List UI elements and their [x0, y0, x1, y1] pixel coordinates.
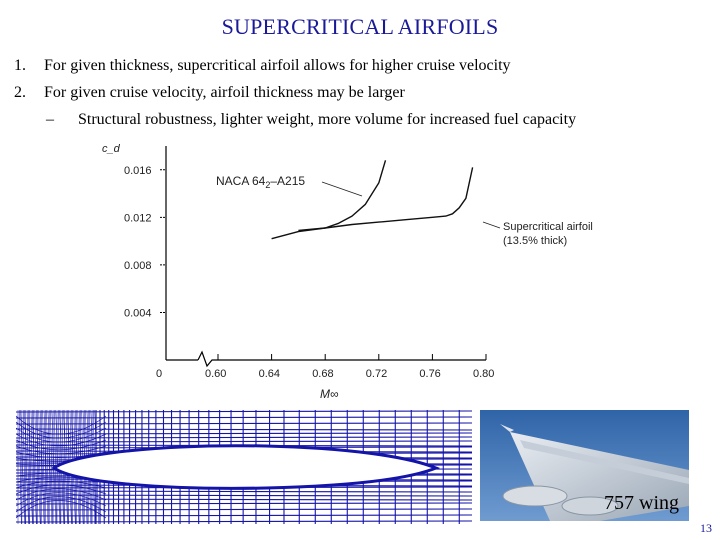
x-tick-label: 0.72: [366, 368, 387, 380]
mesh-curve: [16, 492, 107, 507]
airfoil-mesh-image: [16, 410, 472, 524]
x-tick-label: 0.80: [473, 368, 494, 380]
y-tick-label: 0.004: [124, 307, 152, 319]
airfoil-shape: [51, 444, 441, 490]
y-tick-label: 0.008: [124, 260, 152, 272]
mesh-curve: [16, 484, 107, 495]
x-tick-label: 0.76: [419, 368, 440, 380]
mesh-curve: [16, 421, 107, 439]
y-axis-label-text: c_d: [102, 143, 121, 155]
sub-bullet-text: Structural robustness, lighter weight, m…: [78, 111, 577, 128]
x-ticks: 0 0.60 0.64 0.68 0.72 0.76 0.80: [156, 354, 494, 380]
bullet-item: 1. For given thickness, supercritical air…: [14, 52, 576, 79]
bullet-text: For given thickness, supercritical airfo…: [44, 57, 511, 74]
x-tick-label: 0: [156, 368, 162, 380]
mesh-line: [16, 416, 472, 419]
bullet-number: 2.: [14, 84, 26, 101]
bullet-text: For given cruise velocity, airfoil thick…: [44, 84, 405, 101]
mesh-line: [16, 494, 472, 497]
naca-label: NACA 642–A215: [216, 174, 305, 190]
mesh-curve: [16, 488, 107, 501]
wing-photo-illustration: [480, 410, 689, 521]
naca-series-line: [298, 160, 387, 232]
mesh-line: [16, 432, 472, 435]
zigzag-icon: [197, 350, 218, 368]
engine-nacelle: [502, 485, 568, 507]
bullet-number: 1.: [14, 57, 26, 74]
mesh-curve: [16, 415, 107, 435]
supercritical-leader-line: [482, 221, 501, 229]
mesh-curve: [16, 439, 107, 451]
annotation-supercritical: Supercritical airfoil (13.5% thick): [482, 221, 593, 247]
mesh-curve: [16, 433, 107, 447]
mesh-curve: [16, 480, 107, 489]
mesh-curve: [16, 500, 107, 519]
mesh-curve: [16, 445, 107, 455]
sub-bullet-dash: –: [46, 111, 54, 128]
x-tick-label: 0.64: [259, 368, 280, 380]
mesh-line: [16, 520, 472, 523]
x-tick-label: 0.60: [205, 368, 226, 380]
mesh-line: [16, 422, 472, 425]
slide-title: SUPERCRITICAL AIRFOILS: [221, 14, 499, 39]
x-axis-label: M∞: [320, 387, 339, 401]
mesh-line: [16, 514, 472, 517]
mesh-curve: [16, 496, 107, 513]
mesh-line: [16, 490, 472, 493]
page-number: 13: [700, 521, 712, 535]
wing-photo: 757 wing: [480, 410, 689, 521]
wing-tip: [500, 424, 514, 432]
supercritical-label: Supercritical airfoil: [503, 221, 593, 233]
series-group: [271, 160, 474, 240]
y-tick-label: 0.016: [124, 165, 152, 177]
supercritical-series-line: [271, 167, 474, 240]
axes: [165, 146, 486, 368]
wing-flap: [520, 440, 689, 484]
drag-chart: c_d M∞ 0.004 0.008 0.012 0.016 0 0.60 0.64 0.6…: [102, 143, 593, 401]
x-tick-label: 0.68: [312, 368, 333, 380]
bullet-item: 2. For given cruise velocity, airfoil thi…: [14, 79, 576, 106]
x-axis-label-text: M∞: [320, 387, 339, 401]
supercritical-sub-label: (13.5% thick): [503, 235, 567, 247]
photo-caption: 757 wing: [604, 492, 679, 514]
sub-bullet-item: – Structural robustness, lighter weight, …: [14, 106, 576, 133]
mesh-line: [16, 410, 472, 413]
mesh-line: [16, 502, 472, 505]
bullet-list: 1. For given thickness, supercritical air…: [14, 52, 576, 133]
y-tick-label: 0.012: [124, 212, 152, 224]
mesh-line: [16, 436, 472, 439]
annotation-naca: NACA 642–A215: [216, 174, 363, 197]
naca-leader-line: [321, 181, 363, 197]
engine-nacelle: [561, 496, 619, 516]
y-axis-label: c_d: [102, 143, 121, 155]
y-ticks: 0.004 0.008 0.012 0.016: [124, 165, 166, 319]
mesh-curve: [16, 427, 107, 443]
mesh-line: [16, 440, 472, 443]
mesh-line: [16, 428, 472, 431]
